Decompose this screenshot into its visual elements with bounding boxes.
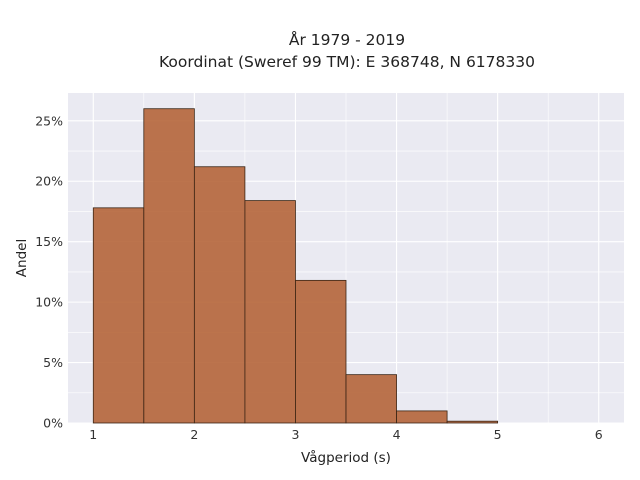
y-tick-label: 20% <box>35 174 63 189</box>
x-tick-label: 2 <box>190 427 198 442</box>
x-tick-label: 5 <box>494 427 502 442</box>
histogram-bar <box>193 166 246 424</box>
y-tick-label: 10% <box>35 295 63 310</box>
histogram-bar <box>396 410 448 424</box>
chart-title-line-2: Koordinat (Sweref 99 TM): E 368748, N 61… <box>159 53 535 71</box>
x-tick-label: 6 <box>595 427 603 442</box>
histogram-bar <box>446 420 499 424</box>
x-tick-labels: 1 2 3 4 5 6 <box>89 427 602 442</box>
x-tick-label: 3 <box>291 427 299 442</box>
bars <box>92 108 499 424</box>
chart-title-line-1: År 1979 - 2019 <box>289 30 405 49</box>
x-tick-label: 4 <box>393 427 401 442</box>
x-axis-label: Vågperiod (s) <box>301 449 391 466</box>
histogram-bar <box>295 279 347 424</box>
histogram-bar <box>143 108 195 424</box>
y-tick-label: 0% <box>43 416 63 431</box>
histogram-bar <box>92 207 145 424</box>
x-tick-label: 1 <box>89 427 97 442</box>
y-tick-label: 5% <box>43 355 63 370</box>
histogram-bar <box>244 200 296 424</box>
histogram-bar <box>345 374 397 424</box>
y-axis-label: Andel <box>14 239 30 277</box>
y-tick-labels: 0% 5% 10% 15% 20% 25% <box>35 113 63 430</box>
y-tick-label: 15% <box>35 234 63 249</box>
y-tick-label: 25% <box>35 113 63 128</box>
